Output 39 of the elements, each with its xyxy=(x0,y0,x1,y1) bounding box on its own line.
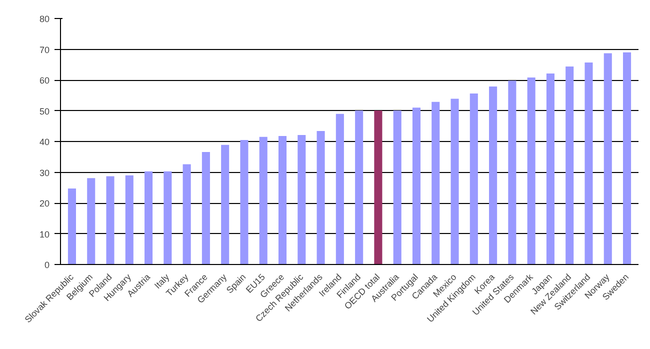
bar xyxy=(412,108,421,264)
bar xyxy=(68,188,76,264)
bar xyxy=(622,52,632,264)
bar xyxy=(546,74,554,264)
y-tick-label: 80 xyxy=(39,14,50,24)
bar xyxy=(450,98,459,264)
y-tick-label: 20 xyxy=(39,198,50,208)
bar xyxy=(106,176,114,264)
bar xyxy=(87,178,96,264)
bar xyxy=(604,53,612,264)
bar xyxy=(144,171,153,264)
bar xyxy=(316,131,325,264)
bar xyxy=(278,136,287,264)
y-tick-label: 10 xyxy=(39,229,50,240)
bar xyxy=(182,164,191,264)
bar xyxy=(374,110,382,264)
bar xyxy=(259,136,268,264)
bar xyxy=(240,140,248,264)
bar xyxy=(584,62,593,264)
bar xyxy=(527,78,536,264)
y-tick-label: 60 xyxy=(39,76,50,86)
bar xyxy=(336,114,344,264)
y-tick-label: 30 xyxy=(39,168,50,178)
bar xyxy=(202,152,210,264)
bar xyxy=(221,144,230,264)
bar xyxy=(393,110,402,264)
bar xyxy=(164,171,172,264)
bar xyxy=(508,80,516,264)
bar xyxy=(432,102,440,264)
bar xyxy=(125,175,134,264)
bar xyxy=(489,86,498,264)
bar xyxy=(470,94,478,264)
y-tick-label: 40 xyxy=(39,137,50,147)
y-tick-label: 70 xyxy=(39,44,50,55)
bar xyxy=(298,135,306,264)
bar xyxy=(566,66,574,264)
bar xyxy=(355,110,364,264)
y-tick-label: 0 xyxy=(44,260,50,270)
y-tick-label: 50 xyxy=(39,106,50,116)
